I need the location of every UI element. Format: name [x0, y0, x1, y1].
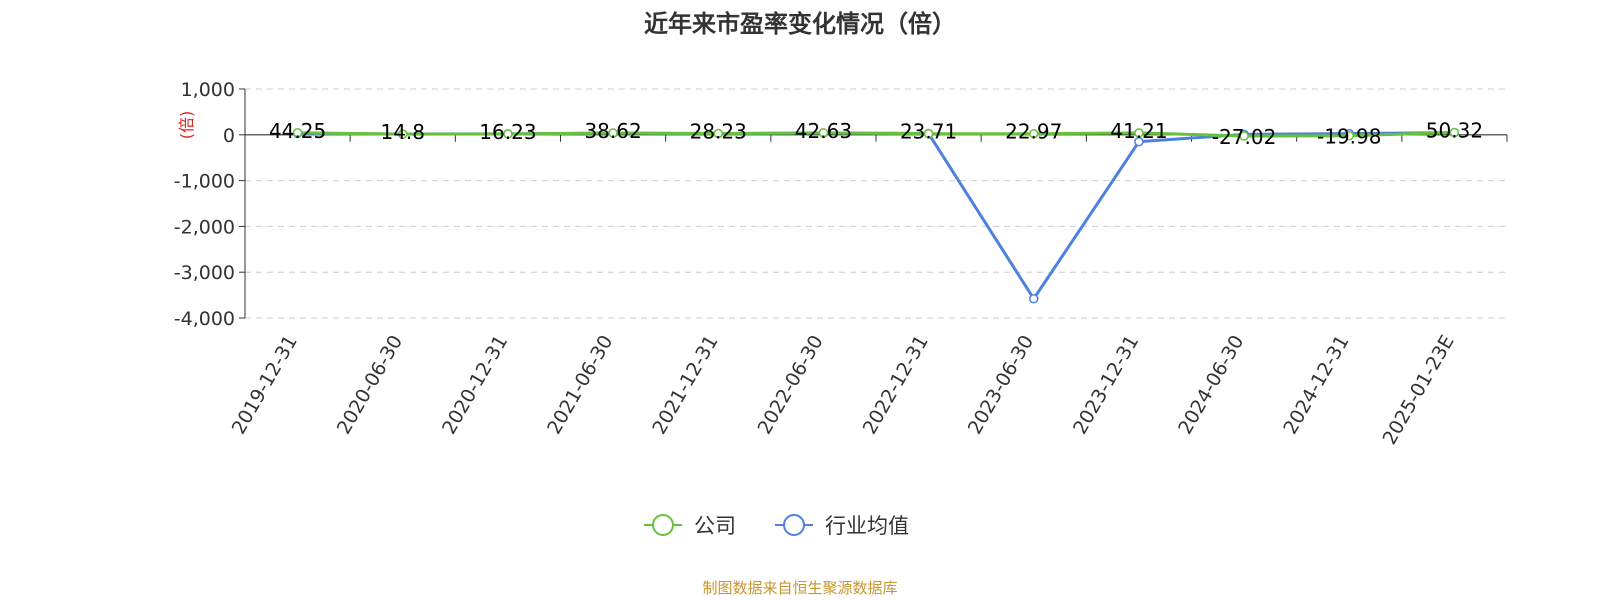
data-label: 41.21: [1110, 119, 1167, 143]
data-point: [1134, 136, 1144, 147]
x-tick-label: 2021-06-30: [543, 332, 617, 439]
x-tick-label: 2024-06-30: [1174, 332, 1248, 439]
y-tick-label: -2,000: [174, 216, 235, 238]
data-point: [1239, 131, 1249, 141]
data-point: [398, 129, 408, 139]
legend-marker-icon: [783, 514, 805, 536]
data-label: 16.23: [479, 120, 536, 144]
data-labels: 44.25 14.8 16.23 38.62 28.23 42.63 23.71 22.97 4…: [269, 118, 1483, 149]
x-tick-label: 2022-12-31: [859, 331, 933, 438]
x-tick-label: 2020-12-31: [438, 331, 512, 438]
legend-label: 公司: [694, 514, 736, 538]
series-line-1: [297, 131, 1455, 301]
data-point: [818, 128, 829, 138]
y-tick-label: 0: [223, 125, 235, 147]
data-label: 44.25: [269, 119, 326, 143]
data-label: 14.8: [380, 120, 425, 144]
data-label: 22.97: [1005, 120, 1062, 144]
x-tick-label: 2020-06-30: [333, 332, 407, 439]
data-point: [503, 129, 513, 139]
grid-lines: [245, 88, 1507, 319]
legend[interactable]: 公司 行业均值: [644, 514, 909, 538]
data-point: [923, 128, 934, 139]
x-tick-label: 2019-12-31: [228, 332, 302, 439]
data-point: [1029, 128, 1039, 139]
x-tick-label: 2023-12-31: [1069, 332, 1143, 439]
x-tick-label: 2025-01-23E: [1378, 332, 1458, 449]
x-tick-label: 2022-06-30: [753, 332, 827, 439]
data-point: [292, 128, 303, 138]
data-label: 38.62: [584, 119, 641, 143]
data-label: 23.71: [900, 120, 957, 144]
legend-item-0[interactable]: 公司: [644, 514, 736, 538]
data-label: 50.32: [1426, 118, 1483, 142]
x-tick-label: 2023-06-30: [964, 332, 1038, 439]
y-tick-label: -1,000: [174, 171, 235, 193]
y-tick-label: 1,000: [181, 79, 235, 101]
x-tick-label: 2024-12-31: [1279, 332, 1353, 439]
y-tick-label: -3,000: [174, 262, 235, 284]
data-label: -19.98: [1317, 125, 1381, 149]
y-axis-unit-label: (倍): [177, 111, 196, 140]
series-lines: [292, 127, 1460, 304]
data-point: [1134, 128, 1144, 138]
data-point: [1449, 127, 1460, 138]
source-note: 制图数据来自恒生聚源数据库: [702, 579, 897, 597]
series-line-0: [297, 130, 1455, 138]
data-point: [713, 128, 723, 139]
data-label: 28.23: [690, 120, 747, 144]
chart-title: 近年来市盈率变化情况（倍）: [644, 10, 956, 38]
data-point: [608, 128, 618, 138]
data-label: 42.63: [795, 119, 852, 143]
x-tick-label: 2021-12-31: [648, 332, 722, 439]
data-point: [1344, 130, 1354, 141]
legend-label: 行业均值: [825, 514, 909, 538]
y-tick-label: -4,000: [174, 308, 235, 330]
legend-marker-icon: [652, 514, 674, 536]
legend-item-1[interactable]: 行业均值: [775, 514, 909, 538]
data-label: -27.02: [1212, 125, 1276, 149]
data-point: [1029, 294, 1039, 304]
